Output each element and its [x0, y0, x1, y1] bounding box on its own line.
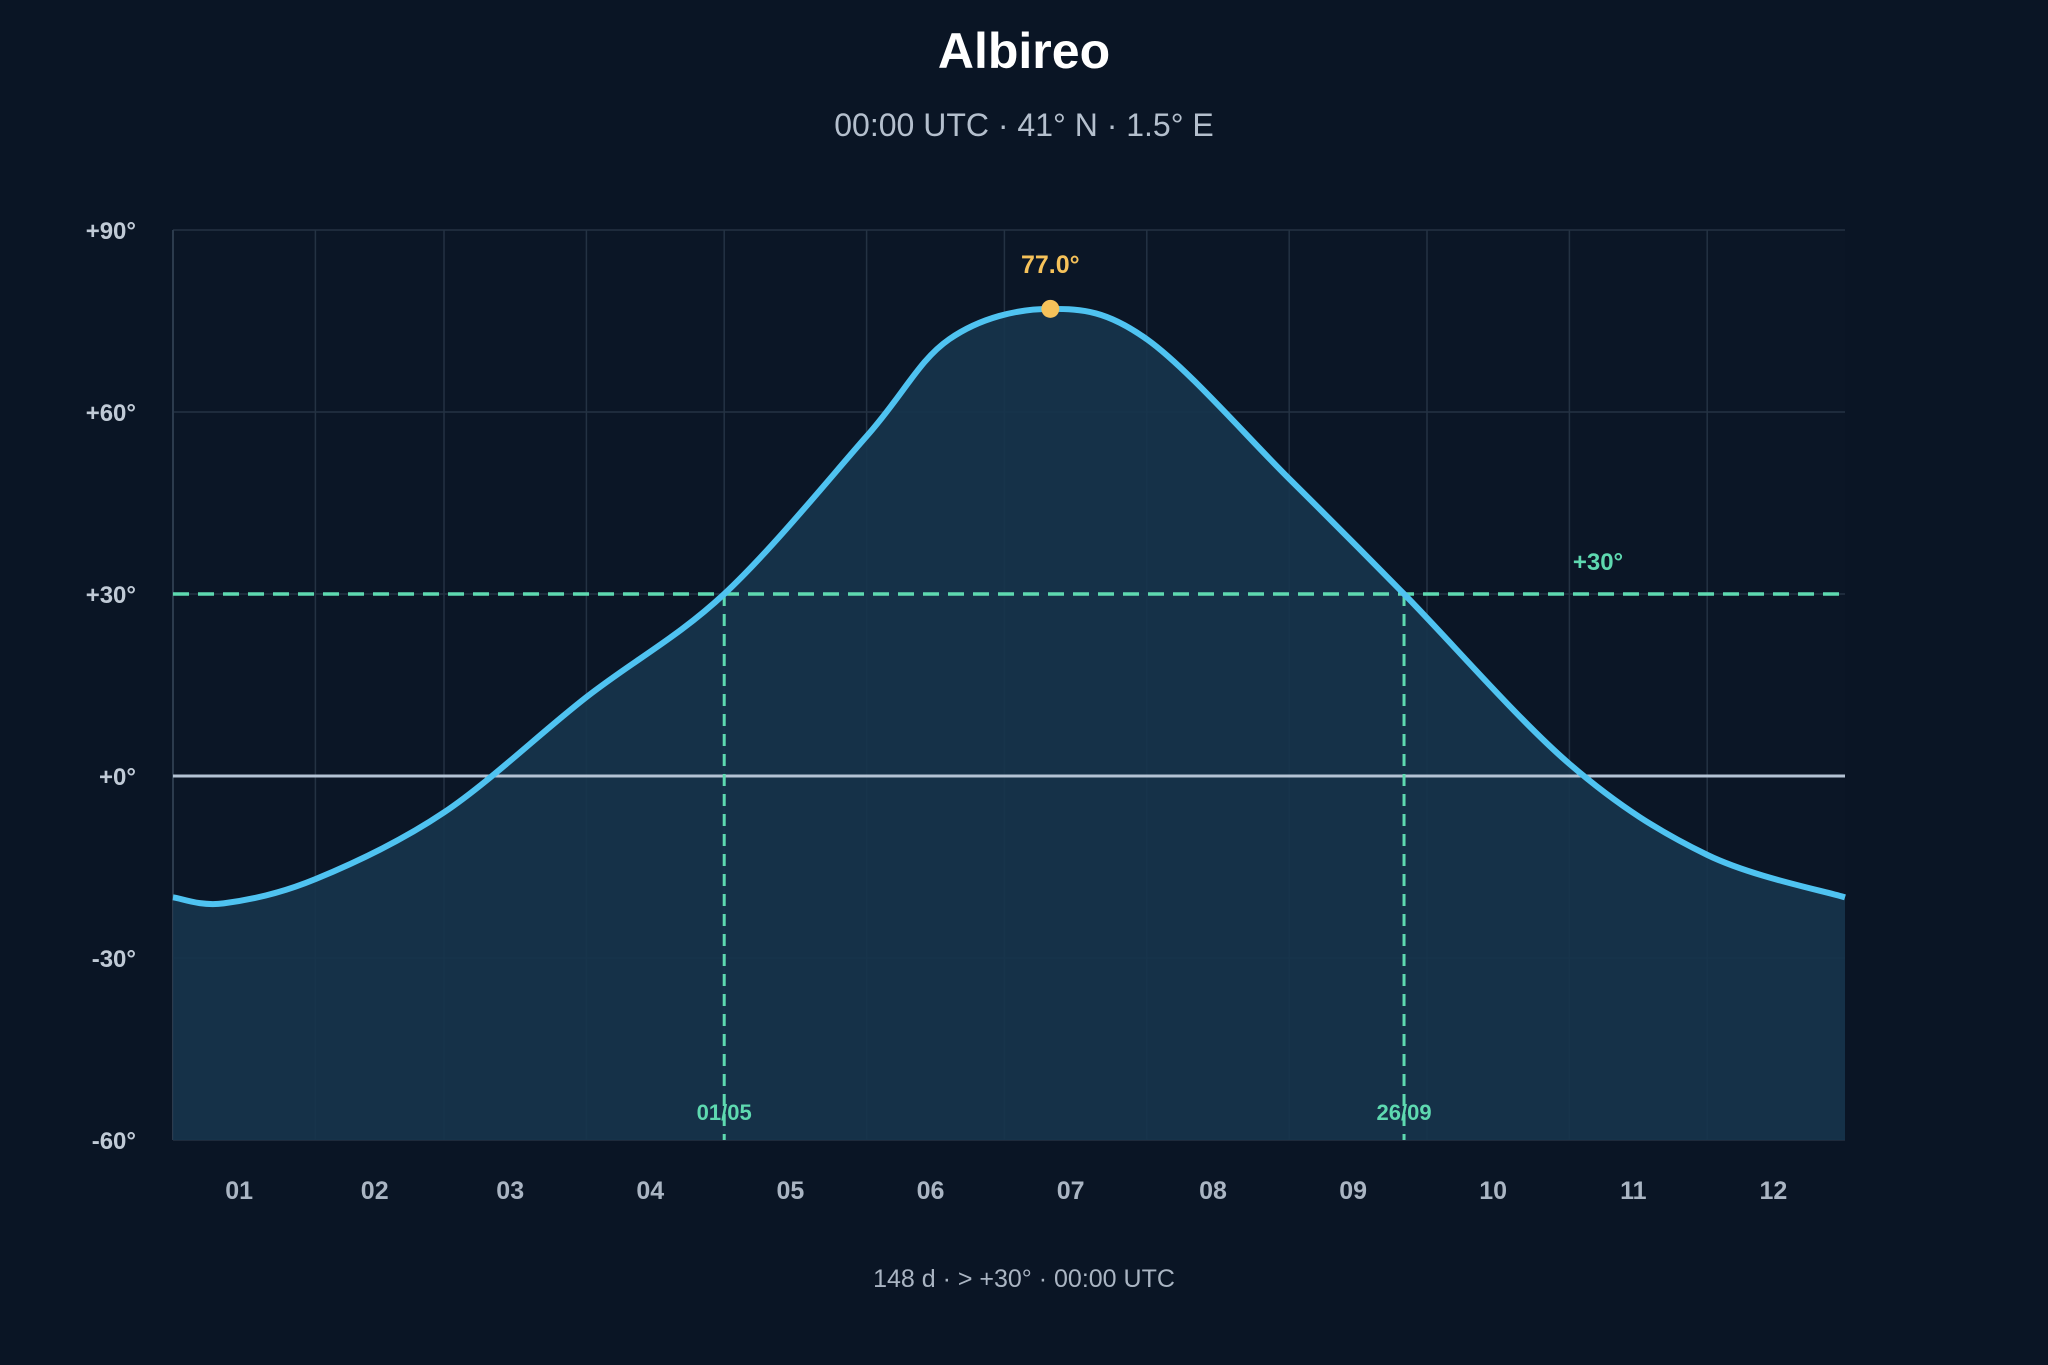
- peak-label: 77.0°: [1021, 251, 1080, 279]
- threshold-label: +30°: [1573, 549, 1623, 576]
- y-tick-label: -60°: [92, 1128, 136, 1155]
- x-tick-label: 07: [1057, 1177, 1085, 1205]
- y-tick-label: +30°: [86, 582, 136, 609]
- y-axis-ticks: +90° +60° +30° +0° -30° -60°: [86, 218, 136, 1155]
- x-tick-label: 11: [1620, 1177, 1647, 1205]
- x-tick-label: 10: [1479, 1177, 1507, 1205]
- x-axis-ticks: 01 02 03 04 05 06 07 08 09 10 11 12: [225, 1177, 1787, 1205]
- x-tick-label: 03: [496, 1177, 524, 1205]
- crossing-date-label: 26/09: [1377, 1100, 1432, 1125]
- y-tick-label: +90°: [86, 218, 136, 245]
- crossing-markers: 01/05 26/09: [697, 594, 1432, 1140]
- x-tick-label: 01: [225, 1177, 253, 1205]
- altitude-area-fill: [173, 308, 1845, 1140]
- x-tick-label: 09: [1339, 1177, 1367, 1205]
- x-tick-label: 02: [361, 1177, 389, 1205]
- peak-marker: [1041, 299, 1060, 318]
- x-tick-label: 04: [636, 1177, 664, 1205]
- y-tick-label: +60°: [86, 400, 136, 427]
- chart-subtitle: 00:00 UTC · 41° N · 1.5° E: [834, 107, 1214, 143]
- crossing-date-label: 01/05: [697, 1100, 752, 1125]
- y-tick-label: -30°: [92, 946, 136, 973]
- chart-footer: 148 d · > +30° · 00:00 UTC: [873, 1265, 1175, 1293]
- y-tick-label: +0°: [99, 764, 136, 791]
- x-tick-label: 05: [777, 1177, 805, 1205]
- x-tick-label: 06: [917, 1177, 945, 1205]
- altitude-curve: [172, 305, 1846, 908]
- x-tick-label: 12: [1759, 1177, 1787, 1205]
- x-tick-label: 08: [1199, 1177, 1227, 1205]
- chart-title: Albireo: [938, 23, 1110, 79]
